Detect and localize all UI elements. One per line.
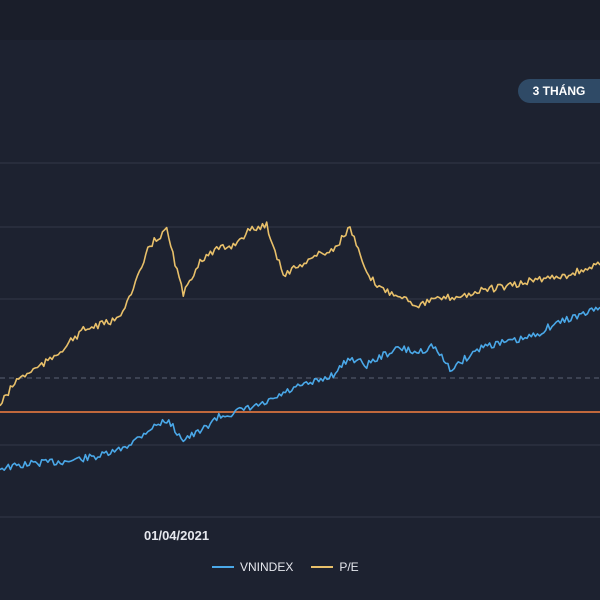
legend-item-pe[interactable]: P/E <box>311 560 359 574</box>
legend-swatch-vnindex <box>212 566 234 568</box>
legend-label-pe: P/E <box>339 560 359 574</box>
range-3-months-button[interactable]: 3 THÁNG <box>518 79 600 103</box>
top-band <box>0 0 600 40</box>
legend-swatch-pe <box>311 566 334 568</box>
legend: VNINDEX P/E <box>212 560 359 574</box>
series-line-vnindex <box>0 306 600 471</box>
legend-item-vnindex[interactable]: VNINDEX <box>212 560 293 574</box>
series-line-pe <box>0 221 600 407</box>
x-tick-label: 01/04/2021 <box>144 528 210 543</box>
legend-label-vnindex: VNINDEX <box>240 560 294 574</box>
